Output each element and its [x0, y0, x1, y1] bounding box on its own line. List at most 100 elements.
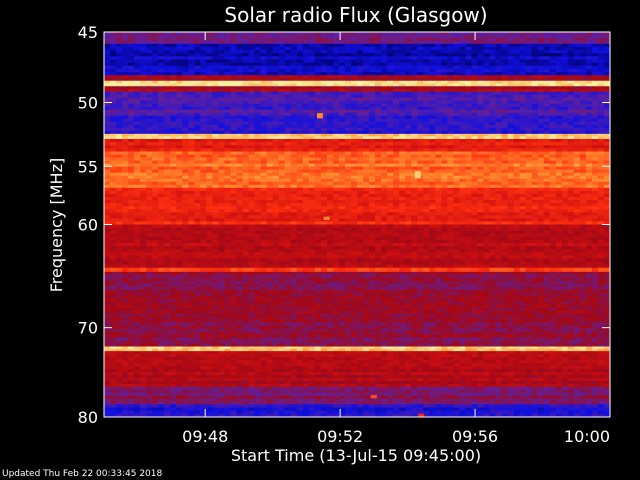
heatmap-cell	[459, 160, 466, 165]
heatmap-cell	[381, 100, 388, 105]
heatmap-cell	[603, 103, 611, 108]
heatmap-cell	[411, 184, 418, 189]
heatmap-cell	[350, 187, 358, 192]
heatmap-cell	[314, 94, 322, 99]
heatmap-cell	[567, 68, 575, 73]
heatmap-cell	[513, 181, 521, 186]
heatmap-cell	[314, 46, 322, 51]
heatmap-cell	[525, 91, 533, 96]
heatmap-cell	[146, 91, 153, 96]
heatmap-cell	[140, 178, 147, 183]
heatmap-cell	[537, 166, 545, 171]
heatmap-cell	[194, 100, 201, 105]
heatmap-cell	[591, 142, 599, 146]
heatmap-cell	[453, 62, 460, 67]
heatmap-cell	[381, 34, 388, 39]
heatmap-cell	[308, 72, 316, 76]
heatmap-cell	[363, 112, 370, 117]
heatmap-cell	[182, 136, 189, 140]
heatmap-cell	[489, 193, 496, 198]
heatmap-cell	[200, 112, 207, 117]
heatmap-cell	[495, 103, 502, 108]
heatmap-cell	[471, 50, 478, 54]
heatmap-cell	[603, 133, 611, 137]
heatmap-cell	[543, 154, 551, 158]
heatmap-cell	[459, 118, 466, 123]
heatmap-cell	[344, 160, 352, 165]
heatmap-cell	[224, 106, 231, 111]
heatmap-cell	[248, 50, 255, 54]
heatmap-cell	[170, 133, 177, 137]
heatmap-cell	[573, 75, 581, 79]
heatmap-cell	[236, 178, 243, 183]
heatmap-cell	[573, 118, 581, 123]
heatmap-cell	[326, 193, 334, 198]
heatmap-cell	[603, 206, 611, 210]
heatmap-cell	[302, 86, 310, 90]
heatmap-cell	[254, 68, 262, 73]
heatmap-cell	[338, 133, 346, 137]
heatmap-cell	[278, 46, 286, 51]
heatmap-cell	[489, 37, 496, 42]
heatmap-cell	[591, 118, 599, 123]
heatmap-cell	[411, 169, 418, 174]
heatmap-cell	[381, 77, 388, 82]
heatmap-cell	[158, 169, 165, 174]
heatmap-cell	[194, 136, 201, 140]
heatmap-cell	[134, 59, 141, 64]
heatmap-cell	[453, 166, 460, 171]
heatmap-cell	[308, 109, 316, 114]
heatmap-cell	[561, 121, 569, 126]
heatmap-cell	[387, 94, 394, 99]
heatmap-cell	[236, 62, 243, 67]
heatmap-cell	[122, 203, 129, 207]
heatmap-cell	[122, 190, 129, 195]
heatmap-cell	[182, 37, 189, 42]
heatmap-cell	[164, 209, 171, 213]
heatmap-cell	[146, 43, 153, 48]
heatmap-cell	[140, 138, 147, 143]
heatmap-cell	[140, 166, 147, 171]
heatmap-cell	[134, 124, 141, 129]
heatmap-cell	[435, 157, 442, 161]
heatmap-cell	[266, 77, 274, 82]
heatmap-cell	[465, 200, 472, 204]
heatmap-cell	[417, 62, 424, 67]
heatmap-cell	[164, 56, 171, 60]
heatmap-cell	[411, 142, 418, 146]
heatmap-cell	[495, 100, 502, 105]
heatmap-cell	[375, 196, 382, 201]
heatmap-cell	[603, 203, 611, 207]
heatmap-cell	[110, 206, 117, 210]
heatmap-cell	[561, 169, 569, 174]
heatmap-cell	[302, 46, 310, 51]
heatmap-cell	[357, 148, 364, 152]
heatmap-cell	[128, 94, 135, 99]
heatmap-cell	[423, 59, 430, 64]
heatmap-cell	[188, 190, 195, 195]
heatmap-cell	[164, 37, 171, 42]
heatmap-cell	[537, 50, 545, 54]
heatmap-cell	[471, 118, 478, 123]
heatmap-cell	[597, 136, 605, 140]
heatmap-cell	[128, 160, 135, 165]
heatmap-cell	[567, 109, 575, 114]
heatmap-cell	[164, 178, 171, 183]
heatmap-cell	[254, 160, 262, 165]
heatmap-cell	[375, 190, 382, 195]
heatmap-cell	[393, 115, 400, 120]
heatmap-cell	[369, 94, 376, 99]
heatmap-cell	[146, 154, 153, 158]
heatmap-cell	[459, 94, 466, 99]
heatmap-cell	[543, 83, 551, 87]
heatmap-cell	[531, 163, 539, 168]
heatmap-cell	[501, 46, 508, 51]
heatmap-cell	[567, 181, 575, 186]
heatmap-cell	[254, 32, 262, 36]
heatmap-cell	[567, 138, 575, 143]
heatmap-cell	[525, 53, 533, 57]
heatmap-cell	[350, 145, 358, 149]
heatmap-cell	[375, 109, 382, 114]
heatmap-cell	[206, 88, 213, 93]
heatmap-cell	[477, 88, 484, 93]
